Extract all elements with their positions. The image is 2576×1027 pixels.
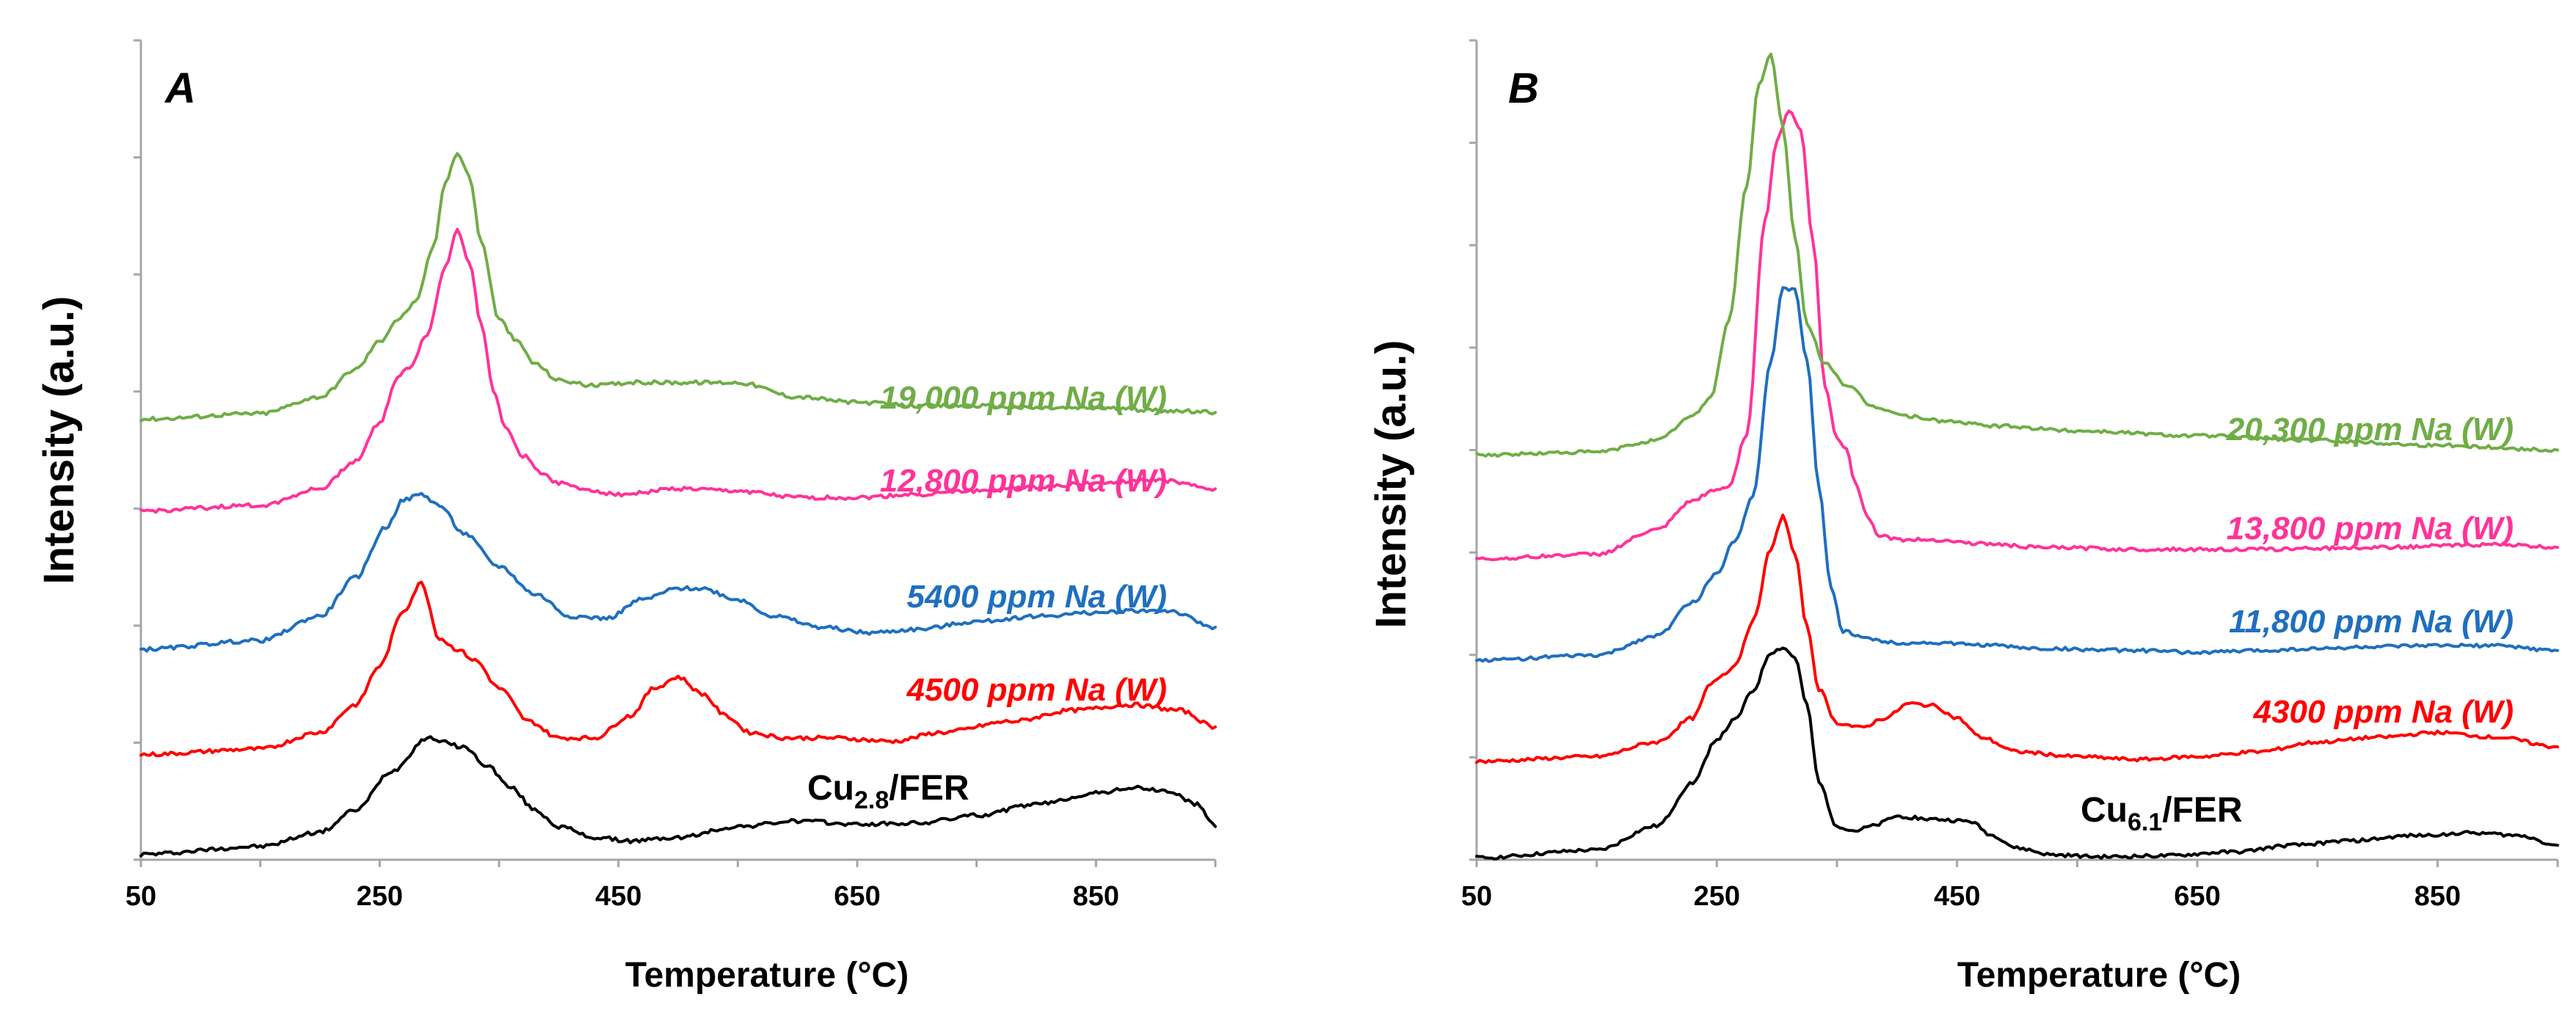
panel-b-x-tick-label: 650 xyxy=(2174,881,2220,912)
panel-a-x-tick-label: 50 xyxy=(125,881,156,912)
panel-b-sample-label: Cu6.1/FER xyxy=(2081,791,2243,836)
panel-a-sample-label: Cu2.8/FER xyxy=(807,769,969,814)
panel-b-label-4300: 4300 ppm Na (W) xyxy=(2252,694,2514,730)
panel-b-x-tick-label: 250 xyxy=(1694,881,1740,912)
panel-a-x-tick-labels: 50 250 450 650 850 xyxy=(125,881,1119,912)
panel-a-label-12800: 12,800 ppm Na (W) xyxy=(880,463,1167,499)
panel-b-series xyxy=(1475,52,2559,860)
panel-a-label: A xyxy=(164,65,196,112)
panel-b-series-line xyxy=(1475,52,2559,458)
panel-b-y-ticks xyxy=(1469,39,1477,861)
panel-a-series-line xyxy=(139,735,1217,858)
panel-b-series-line xyxy=(1475,109,2559,561)
panel-b-label-20300: 20,300 ppm Na (W) xyxy=(2226,412,2514,447)
panel-b-label-13800: 13,800 ppm Na (W) xyxy=(2227,511,2514,547)
panel-a-series-line xyxy=(139,152,1217,423)
panel-b-series-line xyxy=(1475,286,2559,663)
panel-b-x-ticks xyxy=(1475,860,2559,867)
panel-a-x-ticks xyxy=(139,860,1217,867)
panel-b-label: B xyxy=(1508,65,1539,112)
panel-a-label-5400: 5400 ppm Na (W) xyxy=(906,579,1167,615)
panel-b-x-tick-label: 50 xyxy=(1461,881,1492,912)
panel-a: A Intensity (a.u.) 50 250 450 650 850 19,000… xyxy=(35,39,1217,995)
panel-a-x-tick-label: 650 xyxy=(834,881,880,912)
panel-a-series-line xyxy=(139,227,1217,514)
panel-b-x-tick-label: 450 xyxy=(1934,881,1980,912)
panel-b-x-tick-label: 850 xyxy=(2415,881,2461,912)
panel-b-x-tick-labels: 50 250 450 650 850 xyxy=(1461,881,2461,912)
panel-a-x-tick-label: 850 xyxy=(1073,881,1119,912)
panel-a-series-line xyxy=(139,580,1217,758)
panel-a-x-axis-title: Temperature (°C) xyxy=(625,956,909,995)
panel-a-y-ticks xyxy=(134,39,141,861)
panel-a-series xyxy=(139,152,1217,858)
panel-a-label-4500: 4500 ppm Na (W) xyxy=(906,672,1167,708)
panel-a-label-19000: 19,000 ppm Na (W) xyxy=(880,380,1167,416)
panel-b-x-axis-title: Temperature (°C) xyxy=(1957,956,2241,995)
panel-a-y-axis-title: Intensity (a.u.) xyxy=(35,296,83,584)
panel-b-y-axis-title: Intensity (a.u.) xyxy=(1367,340,1415,628)
panel-a-x-tick-label: 450 xyxy=(595,881,641,912)
panel-b-series-line xyxy=(1475,646,2559,860)
panel-b-label-11800: 11,800 ppm Na (W) xyxy=(2229,604,2514,640)
panel-b: B Intensity (a.u.) 50 250 450 650 850 20,300… xyxy=(1367,39,2559,995)
panel-b-series-line xyxy=(1475,514,2559,764)
panel-a-x-tick-label: 250 xyxy=(357,881,403,912)
panel-a-series-line xyxy=(139,491,1217,653)
